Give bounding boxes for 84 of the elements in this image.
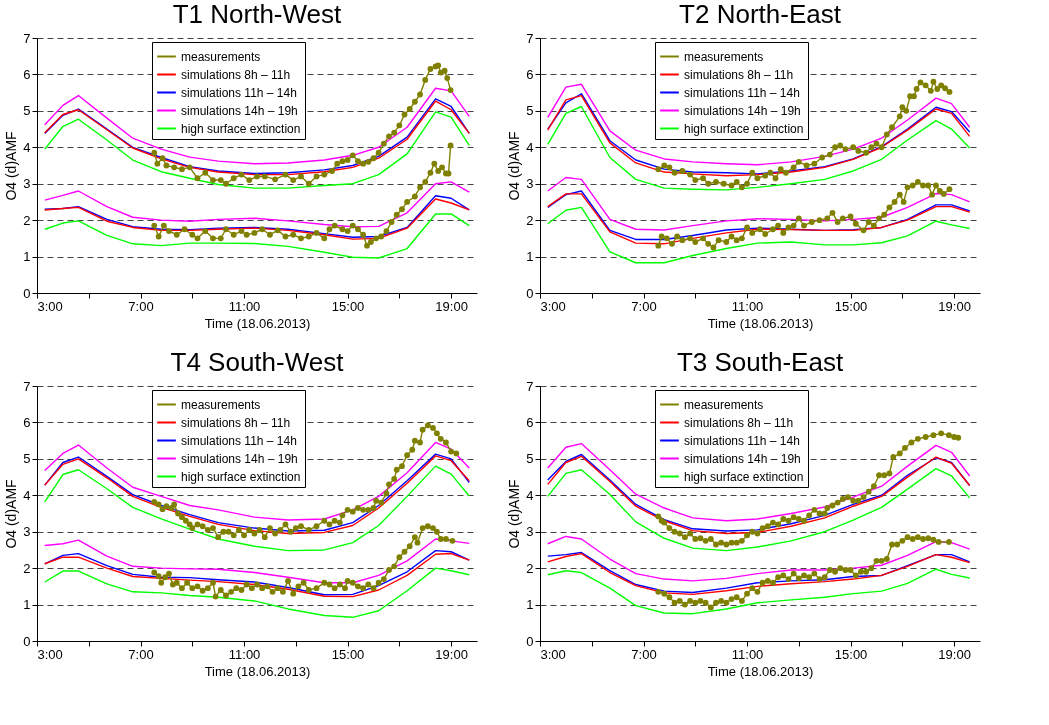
legend-label: simulations 8h – 11h (684, 415, 794, 430)
y-tick-label: 5 (526, 103, 534, 119)
legend-label: simulations 14h – 19h (684, 451, 801, 466)
legend-label: simulations 11h – 14h (181, 433, 297, 448)
y-tick-label: 2 (526, 212, 534, 228)
y-tick-label: 3 (23, 176, 31, 192)
x-tick-label: 7:00 (631, 646, 657, 662)
y-tick-label: 3 (526, 524, 534, 540)
x-tick-label: 11:00 (228, 646, 261, 662)
y-axis-title: O4 (d)AMF (506, 479, 523, 549)
x-tick-label: 19:00 (938, 298, 971, 314)
legend-label: high surface extinction (181, 121, 301, 136)
legend-label: high surface extinction (181, 469, 301, 484)
chart-title: T1 North-West (172, 0, 343, 29)
chart-title: T3 South-East (676, 347, 844, 377)
x-tick-label: 19:00 (435, 298, 468, 314)
y-tick-label: 2 (526, 560, 534, 576)
x-tick-label: 11:00 (731, 646, 764, 662)
y-tick-label: 6 (23, 66, 31, 82)
legend-label: high surface extinction (684, 469, 804, 484)
y-tick-label: 6 (526, 66, 534, 82)
legend-label: simulations 14h – 19h (181, 103, 298, 118)
x-tick-label: 7:00 (128, 646, 154, 662)
y-tick-label: 6 (526, 414, 534, 430)
y-tick-label: 4 (23, 487, 31, 503)
x-tick-label: 19:00 (938, 646, 971, 662)
y-tick-label: 1 (23, 249, 31, 265)
legend-label: simulations 14h – 19h (684, 103, 801, 118)
x-axis-title: Time (18.06.2013) (204, 663, 311, 679)
y-tick-label: 1 (23, 597, 31, 613)
x-tick-label: 19:00 (435, 646, 468, 662)
x-tick-label: 3:00 (37, 646, 63, 662)
y-tick-label: 7 (23, 30, 31, 46)
x-tick-label: 3:00 (540, 298, 566, 314)
x-tick-label: 15:00 (331, 298, 365, 314)
y-tick-label: 2 (23, 212, 31, 228)
x-tick-label: 7:00 (128, 298, 154, 314)
y-tick-label: 4 (23, 139, 31, 155)
y-tick-label: 5 (526, 451, 534, 467)
legend-label: measurements (181, 397, 261, 412)
legend-label: simulations 11h – 14h (684, 85, 800, 100)
y-tick-label: 7 (526, 30, 534, 46)
y-tick-label: 0 (526, 633, 534, 649)
legend-label: simulations 11h – 14h (684, 433, 800, 448)
y-axis-title: O4 (d)AMF (3, 131, 20, 201)
legend-label: simulations 8h – 11h (684, 67, 794, 82)
y-tick-label: 1 (526, 597, 534, 613)
y-tick-label: 0 (526, 285, 534, 301)
y-tick-label: 3 (526, 176, 534, 192)
x-tick-label: 3:00 (540, 646, 566, 662)
y-tick-label: 1 (526, 249, 534, 265)
y-axis-title: O4 (d)AMF (506, 131, 523, 201)
x-axis-title: Time (18.06.2013) (707, 315, 814, 331)
y-tick-label: 0 (23, 633, 31, 649)
y-tick-label: 2 (23, 560, 31, 576)
y-tick-label: 6 (23, 414, 31, 430)
legend-label: simulations 14h – 19h (181, 451, 298, 466)
chart-title: T2 North-East (679, 0, 842, 29)
legend-label: measurements (181, 49, 261, 64)
y-axis-title: O4 (d)AMF (3, 479, 20, 549)
y-tick-label: 4 (526, 139, 534, 155)
x-tick-label: 3:00 (37, 298, 63, 314)
y-tick-label: 5 (23, 451, 31, 467)
legend-label: high surface extinction (684, 121, 804, 136)
x-tick-label: 11:00 (228, 298, 261, 314)
y-tick-label: 3 (23, 524, 31, 540)
y-tick-label: 0 (23, 285, 31, 301)
x-tick-label: 15:00 (834, 298, 868, 314)
legend-label: measurements (684, 397, 764, 412)
x-axis-title: Time (18.06.2013) (204, 315, 311, 331)
y-tick-label: 7 (23, 378, 31, 394)
x-tick-label: 11:00 (731, 298, 764, 314)
x-tick-label: 15:00 (331, 646, 365, 662)
x-tick-label: 7:00 (631, 298, 657, 314)
chart-title: T4 South-West (170, 347, 345, 377)
y-tick-label: 5 (23, 103, 31, 119)
x-tick-label: 15:00 (834, 646, 868, 662)
legend-label: simulations 11h – 14h (181, 85, 297, 100)
y-tick-label: 4 (526, 487, 534, 503)
y-tick-label: 7 (526, 378, 534, 394)
legend-label: simulations 8h – 11h (181, 415, 291, 430)
legend-label: simulations 8h – 11h (181, 67, 291, 82)
legend-label: measurements (684, 49, 764, 64)
x-axis-title: Time (18.06.2013) (707, 663, 814, 679)
